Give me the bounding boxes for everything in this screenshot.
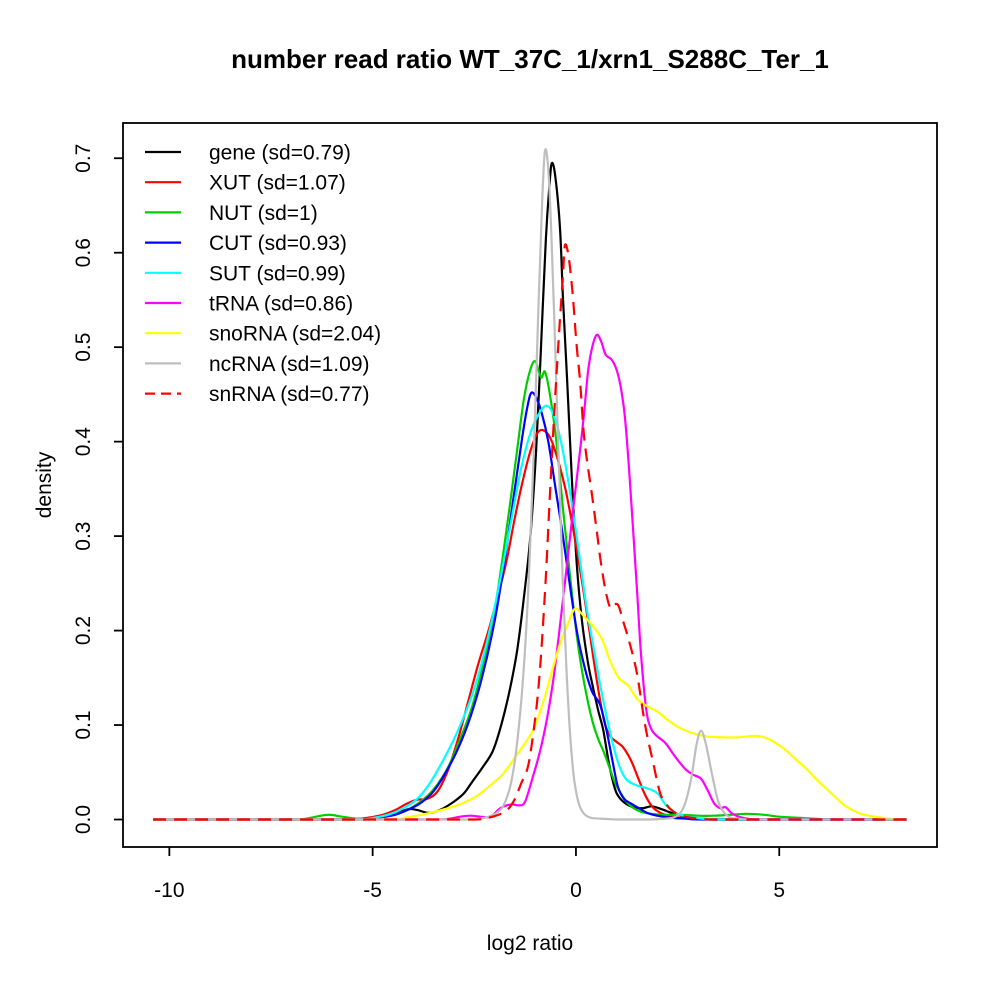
legend-label-snRNA: snRNA (sd=0.77) <box>209 383 370 406</box>
y-tick-label-0.6: 0.6 <box>72 238 95 267</box>
y-tick-label-0.7: 0.7 <box>72 144 95 173</box>
legend-label-tRNA: tRNA (sd=0.86) <box>209 293 353 316</box>
y-tick-label-0.1: 0.1 <box>72 710 95 739</box>
y-tick-label-0.3: 0.3 <box>72 522 95 551</box>
legend-label-SUT: SUT (sd=0.99) <box>209 262 346 285</box>
y-tick-label-0.0: 0.0 <box>72 805 95 834</box>
curve-CUT <box>153 391 907 821</box>
y-tick-label-0.2: 0.2 <box>72 616 95 645</box>
x-axis-label: log2 ratio <box>487 932 573 955</box>
plot-content: -10 -5 0 5 0.0 0.1 0.2 0.3 0.4 0.5 0.6 0.7 gene (sd=… <box>72 122 938 902</box>
curve-ncRNA <box>153 148 907 821</box>
chart-title: number read ratio WT_37C_1/xrn1_S288C_Te… <box>231 44 829 74</box>
legend-label-CUT: CUT (sd=0.93) <box>209 232 347 255</box>
legend-label-XUT: XUT (sd=1.07) <box>209 172 346 195</box>
curve-snRNA <box>153 243 907 821</box>
x-tick-label-5: 5 <box>773 879 785 902</box>
legend-label-gene: gene (sd=0.79) <box>209 142 351 165</box>
legend-label-ncRNA: ncRNA (sd=1.09) <box>209 353 370 376</box>
x-tick-label--10: -10 <box>154 879 184 902</box>
curve-snoRNA <box>153 607 907 821</box>
curve-gene <box>153 161 907 821</box>
x-tick-label-0: 0 <box>570 879 582 902</box>
x-tick-label--5: -5 <box>363 879 382 902</box>
legend-label-NUT: NUT (sd=1) <box>209 202 318 225</box>
y-tick-label-0.4: 0.4 <box>72 427 95 457</box>
y-tick-label-0.5: 0.5 <box>72 333 95 362</box>
legend-label-snoRNA: snoRNA (sd=2.04) <box>209 323 381 346</box>
y-axis-label: density <box>33 451 56 518</box>
plot-border <box>122 122 938 848</box>
curve-tRNA <box>153 333 907 821</box>
